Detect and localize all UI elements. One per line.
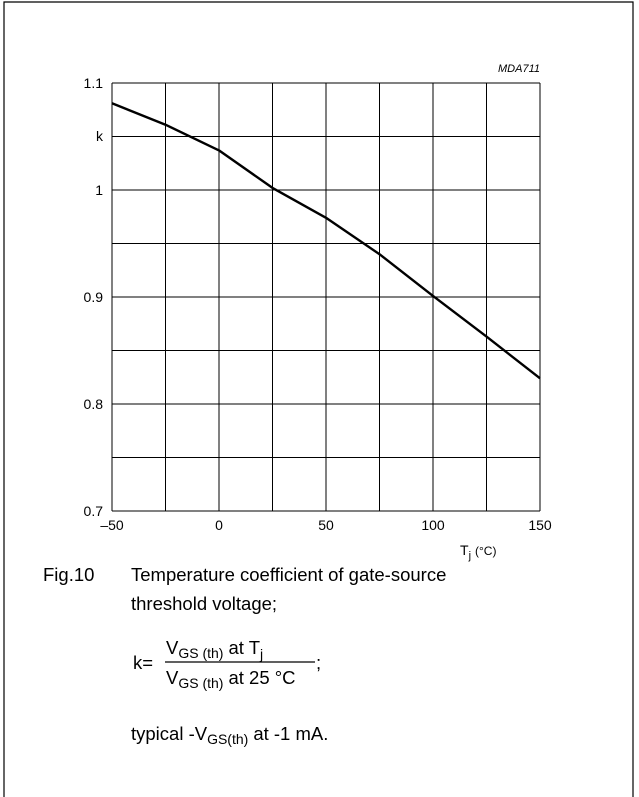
x-tick-label: 0 <box>215 517 223 533</box>
formula-numerator: VGS (th) at Tj <box>166 637 263 662</box>
formula-lhs: k= <box>133 652 153 673</box>
y-tick-label: 1.1 <box>84 75 104 91</box>
caption-fig: Fig.10 <box>43 564 94 585</box>
x-tick-label: 50 <box>318 517 334 533</box>
plot: 0.7 0.8 0.9 1 1.1 –50 0 50 100 150 <box>84 75 552 533</box>
curve <box>111 102 541 380</box>
x-axis-label: Tj (°C) <box>460 542 496 562</box>
x-label-sub: j <box>468 550 471 562</box>
x-tick-label: 150 <box>528 517 552 533</box>
y-tick-label: 0.7 <box>84 503 104 519</box>
formula-mid: at 25 °C <box>228 667 295 688</box>
note-pre: typical -V <box>131 723 208 744</box>
y-tick-label: 0.9 <box>84 289 104 305</box>
figure-code: MDA711 <box>498 63 540 75</box>
caption-note: typical -VGS(th) at -1 mA. <box>131 723 328 747</box>
note-post: at -1 mA. <box>253 723 328 744</box>
formula-mid: at T <box>228 637 260 658</box>
x-tick-label: –50 <box>100 517 124 533</box>
caption-line: Temperature coefficient of gate-source <box>131 564 446 585</box>
formula-denominator: VGS (th) at 25 °C <box>166 667 296 691</box>
formula-v: V <box>166 667 179 688</box>
formula-sub: j <box>259 646 263 662</box>
y-axis-label: k <box>96 128 104 144</box>
formula-sub: GS (th) <box>178 675 223 691</box>
formula-sub: GS (th) <box>178 645 223 661</box>
caption-line: threshold voltage; <box>131 593 277 614</box>
note-sub: GS(th) <box>207 731 248 747</box>
formula-v: V <box>166 637 179 658</box>
y-tick-label: 1 <box>95 182 103 198</box>
formula-end: ; <box>316 652 321 673</box>
x-label-main: T <box>460 542 469 558</box>
y-tick-label: 0.8 <box>84 396 104 412</box>
frame <box>3 1 634 797</box>
x-label-unit: (°C) <box>475 544 496 558</box>
x-tick-label: 100 <box>421 517 445 533</box>
